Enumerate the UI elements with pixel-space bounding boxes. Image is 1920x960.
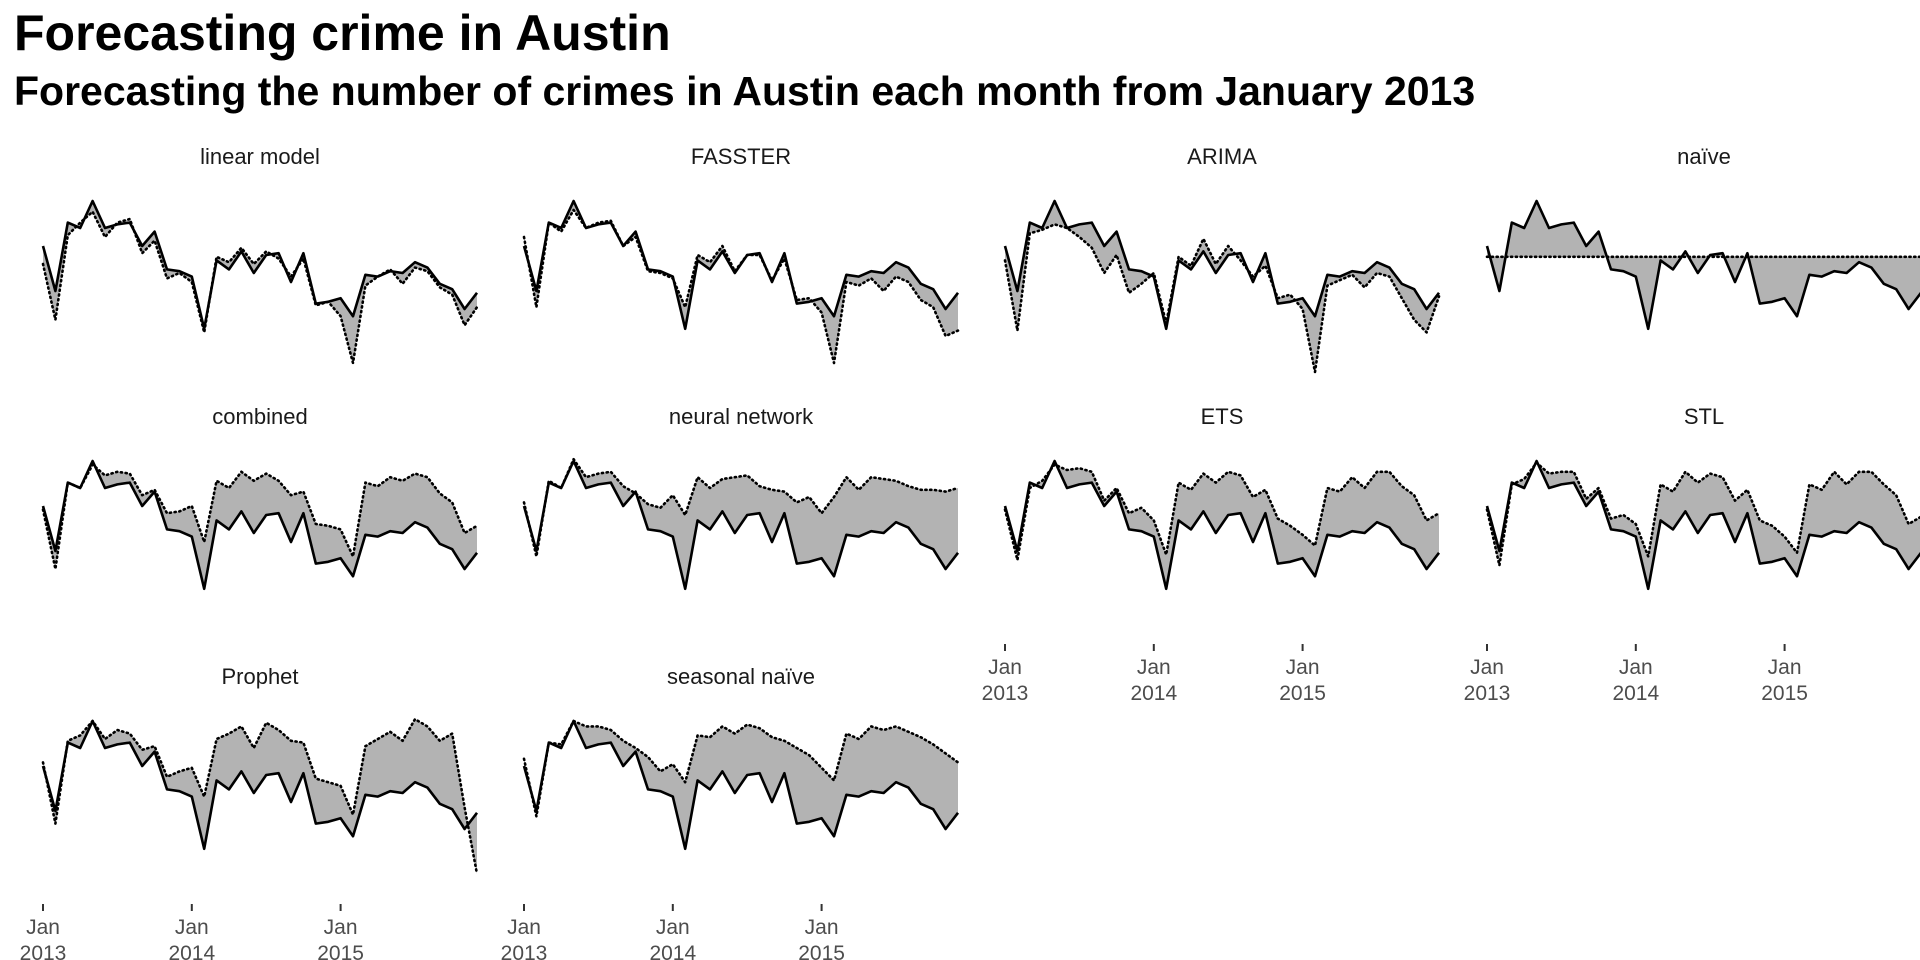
ribbon-arima — [1005, 201, 1439, 372]
actual-line-seasonal-naive — [522, 719, 960, 851]
x-tick-label-line: Jan — [26, 916, 60, 939]
x-tick-label-seasonal-naive-jan-2013: Jan 2013 — [501, 916, 548, 960]
x-tick-label-line: 2015 — [1761, 682, 1808, 705]
actual-line-combined — [41, 459, 479, 591]
actual-line-stl — [1485, 459, 1920, 591]
forecast-line-stl — [1485, 461, 1920, 567]
forecast-line-combined — [41, 463, 479, 571]
x-tick-label-line: Jan — [988, 656, 1022, 679]
x-tick-label-line: Jan — [175, 916, 209, 939]
forecast-line-seasonal-naive — [522, 719, 960, 818]
panel-title-arima: ARIMA — [1187, 144, 1257, 169]
x-tick-label-line: Jan — [1137, 656, 1171, 679]
x-tick-label-line: 2015 — [317, 942, 364, 960]
ribbon-seasonal-naive — [524, 721, 958, 849]
chart-title: Forecasting crime in Austin — [14, 5, 671, 61]
panel-stl: STL — [1485, 404, 1920, 591]
actual-line-linear-model — [41, 199, 479, 331]
x-tick-label-line: Jan — [1470, 656, 1504, 679]
forecast-line-ets — [1003, 463, 1441, 562]
actual-line-naive — [1485, 199, 1920, 331]
ribbon-linear-model — [43, 201, 477, 363]
panel-title-combined: combined — [212, 404, 307, 429]
x-tick-label-line: Jan — [656, 916, 690, 939]
panel-title-stl: STL — [1684, 404, 1724, 429]
ribbon-stl — [1487, 461, 1920, 589]
panel-title-ets: ETS — [1201, 404, 1244, 429]
x-tick-label-ets-jan-2014: Jan 2014 — [1130, 656, 1177, 705]
x-tick-label-line: Jan — [805, 916, 839, 939]
forecast-line-prophet — [41, 717, 479, 876]
forecast-line-linear-model — [41, 210, 479, 365]
ribbon-naive — [1487, 201, 1920, 329]
x-tick-label-line: 2014 — [649, 942, 696, 960]
panel-neural-network: neural network — [522, 404, 960, 591]
panel-combined: combined — [41, 404, 479, 591]
panel-fasster: FASSTER — [522, 144, 960, 365]
actual-line-ets — [1003, 459, 1441, 591]
actual-line-prophet — [41, 719, 479, 851]
panel-arima: ARIMA — [1003, 144, 1441, 374]
x-tick-label-ets-jan-2015: Jan 2015 — [1279, 656, 1326, 705]
x-tick-label-line: 2014 — [168, 942, 215, 960]
x-tick-label-stl-jan-2014: Jan 2014 — [1612, 656, 1659, 705]
x-tick-label-seasonal-naive-jan-2014: Jan 2014 — [649, 916, 696, 960]
panel-title-naive: naïve — [1677, 144, 1731, 169]
chart-subtitle: Forecasting the number of crimes in Aust… — [14, 68, 1476, 114]
x-tick-label-ets-jan-2013: Jan 2013 — [982, 656, 1029, 705]
forecast-line-arima — [1003, 223, 1441, 374]
panel-naive: naïve — [1485, 144, 1920, 331]
x-tick-label-prophet-jan-2015: Jan 2015 — [317, 916, 364, 960]
x-tick-label-line: Jan — [1619, 656, 1653, 679]
x-tick-label-stl-jan-2015: Jan 2015 — [1761, 656, 1808, 705]
forecast-line-neural-network — [522, 457, 960, 558]
x-tick-label-line: 2014 — [1612, 682, 1659, 705]
x-tick-label-line: Jan — [1768, 656, 1802, 679]
x-tick-label-stl-jan-2013: Jan 2013 — [1464, 656, 1511, 705]
x-tick-label-prophet-jan-2013: Jan 2013 — [20, 916, 67, 960]
x-tick-label-line: Jan — [1286, 656, 1320, 679]
ribbon-combined — [43, 461, 477, 589]
panel-ets: ETS — [1003, 404, 1441, 591]
panel-title-fasster: FASSTER — [691, 144, 791, 169]
x-tick-label-line: 2013 — [501, 942, 548, 960]
x-tick-label-line: 2013 — [1464, 682, 1511, 705]
panel-linear-model: linear model — [41, 144, 479, 365]
ribbon-ets — [1005, 461, 1439, 589]
x-tick-label-line: 2013 — [20, 942, 67, 960]
actual-line-fasster — [522, 199, 960, 331]
panel-seasonal-naive: seasonal naïve — [522, 664, 960, 851]
x-tick-label-line: Jan — [324, 916, 358, 939]
forecast-line-fasster — [522, 208, 960, 365]
panel-title-seasonal-naive: seasonal naïve — [667, 664, 815, 689]
x-tick-label-line: 2015 — [1279, 682, 1326, 705]
actual-line-neural-network — [522, 459, 960, 591]
x-tick-label-seasonal-naive-jan-2015: Jan 2015 — [798, 916, 845, 960]
panel-title-prophet: Prophet — [221, 664, 298, 689]
ribbon-prophet — [43, 719, 477, 874]
x-tick-label-line: Jan — [507, 916, 541, 939]
panel-title-linear-model: linear model — [200, 144, 320, 169]
x-tick-label-line: 2015 — [798, 942, 845, 960]
panel-title-neural-network: neural network — [669, 404, 814, 429]
panel-prophet: Prophet — [41, 664, 479, 876]
x-tick-label-line: 2013 — [982, 682, 1029, 705]
actual-line-arima — [1003, 199, 1441, 331]
x-tick-label-line: 2014 — [1130, 682, 1177, 705]
x-tick-label-prophet-jan-2014: Jan 2014 — [168, 916, 215, 960]
